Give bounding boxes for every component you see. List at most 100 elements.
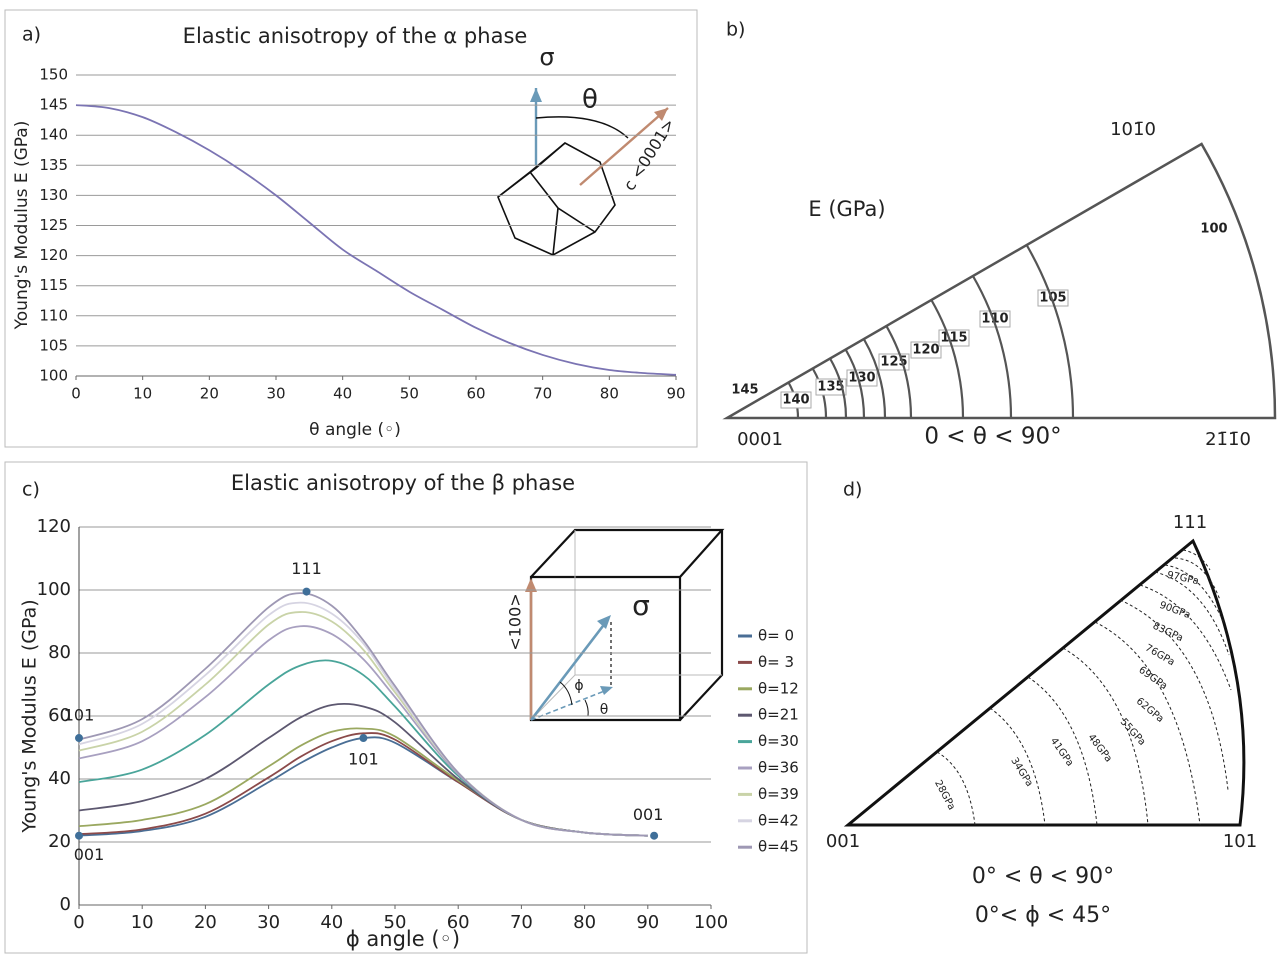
sector-outline xyxy=(722,142,1277,420)
chart-title: E (GPa) xyxy=(808,197,885,221)
x-axis-label: θ angle (◦) xyxy=(309,420,401,440)
y-tick-label: 100 xyxy=(39,367,68,385)
point-marker xyxy=(650,831,659,840)
contour-line xyxy=(844,348,866,419)
series-line xyxy=(78,611,648,837)
contour-label: 115 xyxy=(940,331,967,346)
x-axis-label: ϕ angle (◦) xyxy=(346,927,460,951)
y-tick-label: 115 xyxy=(39,276,68,294)
panel-frame xyxy=(4,461,808,954)
x-tick-label: 60 xyxy=(466,385,485,403)
contour-line xyxy=(1139,584,1232,691)
contour-line xyxy=(989,707,1046,826)
point-label: 101 xyxy=(348,750,379,769)
contour-label: 145 xyxy=(731,383,758,398)
y-tick-label: 120 xyxy=(39,246,68,264)
annotation: σ xyxy=(632,589,650,622)
y-tick-label: 105 xyxy=(39,336,68,354)
series-line xyxy=(78,592,648,837)
legend-label: θ=21 xyxy=(758,706,799,724)
series-line xyxy=(75,104,677,376)
x-tick-label: 50 xyxy=(384,912,407,933)
contour-label: 62GPa xyxy=(1134,696,1166,725)
point-marker xyxy=(75,831,83,840)
legend-label: θ=39 xyxy=(758,785,799,803)
series-line xyxy=(78,727,648,837)
series-line xyxy=(78,625,648,837)
contour-line xyxy=(1094,621,1201,826)
legend-label: θ=30 xyxy=(758,732,799,750)
legend-label: θ=42 xyxy=(758,811,799,829)
y-tick-label: 20 xyxy=(48,831,71,852)
point-label: 101 xyxy=(64,706,95,725)
corner-label: 101̄0 xyxy=(1110,119,1156,140)
contour-label: 140 xyxy=(782,393,809,408)
x-tick-label: 10 xyxy=(133,385,152,403)
contour-label: 110 xyxy=(981,312,1008,327)
annotation: σ xyxy=(539,43,554,71)
chart-title: Elastic anisotropy of the α phase xyxy=(183,24,528,48)
contour-line xyxy=(1174,557,1221,601)
contour-line xyxy=(862,338,887,419)
contour-label-box xyxy=(910,341,942,359)
corner-label: 001 xyxy=(826,831,860,852)
legend-label: θ= 3 xyxy=(758,653,794,671)
x-tick-label: 90 xyxy=(666,385,685,403)
legend-label: θ=12 xyxy=(758,679,799,697)
corner-label: 0001 xyxy=(737,429,783,450)
contour-label: 55GPa xyxy=(1118,717,1148,748)
panel-label: d) xyxy=(843,479,862,501)
series-line xyxy=(78,659,648,837)
contour-label: 105 xyxy=(1039,291,1066,306)
annotation: θ xyxy=(582,85,598,115)
x-tick-label: 40 xyxy=(333,385,352,403)
contour-label-box xyxy=(815,378,847,396)
y-axis-label: Young's Modulus E (GPa) xyxy=(19,599,41,833)
x-tick-label: 100 xyxy=(694,912,728,933)
legend-label: θ=45 xyxy=(758,838,799,856)
contour-label: 100 xyxy=(1200,222,1227,237)
corner-label: 101 xyxy=(1223,831,1257,852)
contour-line xyxy=(829,357,848,419)
y-tick-label: 0 xyxy=(60,894,71,915)
contour-line xyxy=(1182,549,1211,571)
point-marker xyxy=(75,734,83,743)
y-tick-label: 135 xyxy=(39,156,68,174)
series-line xyxy=(78,732,648,837)
x-tick-label: 10 xyxy=(131,912,154,933)
contour-label: 69GPa xyxy=(1136,665,1169,692)
x-tick-label: 80 xyxy=(573,912,596,933)
contour-line xyxy=(1025,244,1075,419)
point-label: 001 xyxy=(74,845,105,864)
contour-label-box xyxy=(979,310,1011,328)
legend-label: θ= 0 xyxy=(758,627,794,645)
y-tick-label: 145 xyxy=(39,96,68,114)
legend-label: θ=36 xyxy=(758,759,799,777)
panel-frame xyxy=(4,9,698,448)
contour-line xyxy=(1154,571,1230,656)
contour-label-box xyxy=(846,369,878,387)
point-marker xyxy=(302,587,311,596)
annotation: c <0001> xyxy=(620,115,679,194)
contour-label: 90GPa xyxy=(1158,600,1192,621)
contour-label: 76GPa xyxy=(1143,643,1176,669)
chart-subtitle: 0°< ϕ < 45° xyxy=(975,903,1111,928)
y-tick-label: 125 xyxy=(39,216,68,234)
x-tick-label: 0 xyxy=(73,912,84,933)
y-tick-label: 100 xyxy=(37,579,71,600)
contour-line xyxy=(930,299,965,419)
panel-label: b) xyxy=(726,19,745,41)
contour-label: 135 xyxy=(817,380,844,395)
contour-label: 83GPa xyxy=(1151,621,1185,645)
contour-label-box xyxy=(780,391,812,409)
contour-line xyxy=(971,275,1013,419)
contour-label: 48GPa xyxy=(1085,732,1113,764)
y-tick-label: 140 xyxy=(39,126,68,144)
x-tick-label: 20 xyxy=(194,912,217,933)
corner-label: 21̄1̄0 xyxy=(1205,429,1251,450)
x-tick-label: 90 xyxy=(636,912,659,933)
chart-subtitle: 0 < θ < 90° xyxy=(924,424,1061,450)
y-tick-label: 80 xyxy=(48,642,71,663)
y-tick-label: 150 xyxy=(39,66,68,84)
y-tick-label: 110 xyxy=(39,306,68,324)
